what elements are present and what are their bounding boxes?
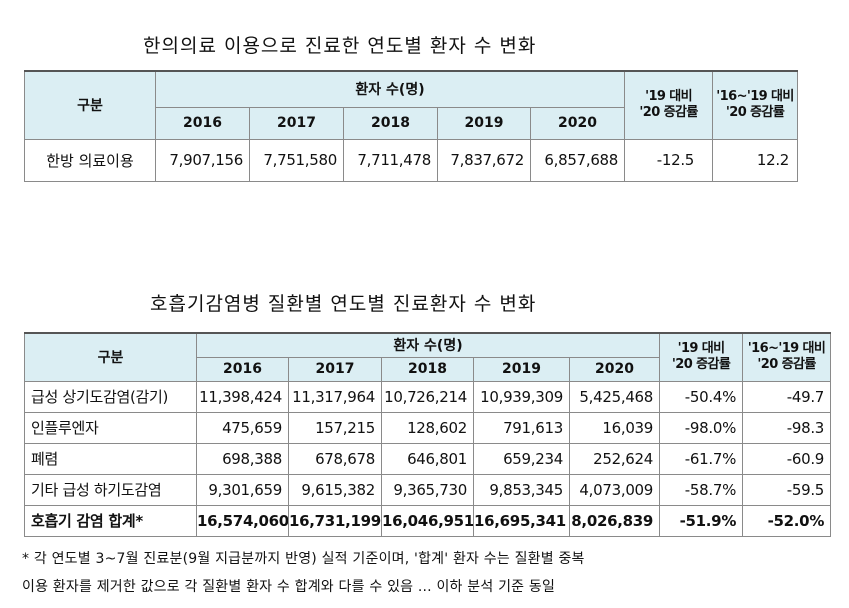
cell-value: 11,317,964 — [288, 380, 382, 413]
cell-value: 698,388 — [196, 442, 289, 475]
header-year: 2018 — [343, 106, 438, 140]
header-year: 2020 — [568, 356, 661, 382]
header-rate1-line2: '20 증감률 — [671, 357, 731, 373]
total-value: 16,731,199 — [288, 504, 382, 537]
header-year: 2017 — [249, 106, 344, 140]
header-year: 2016 — [155, 106, 250, 140]
header-year: 2018 — [381, 356, 474, 382]
table2: 구분 환자 수(명) '19 대비 '20 증감률 '16~'19 대비 '20… — [24, 332, 832, 537]
header-rate1-line2: '20 증감률 — [639, 105, 698, 121]
cell-rate1: -58.7% — [659, 473, 744, 506]
table-row: 기타 급성 하기도감염 9,301,659 9,615,382 9,365,73… — [24, 473, 832, 506]
cell-rate2: -59.5 — [742, 473, 832, 506]
header-rate1: '19 대비 '20 증감률 — [659, 332, 744, 382]
total-value: 16,695,341 — [473, 504, 570, 537]
header-rate2: '16~'19 대비 '20 증감률 — [712, 70, 799, 140]
total-value: 16,046,951 — [381, 504, 474, 537]
total-label: 호흡기 감염 합계* — [24, 504, 197, 537]
cell-value: 6,857,688 — [529, 138, 626, 182]
cell-value: 646,801 — [381, 442, 474, 475]
cell-value: 5,425,468 — [568, 380, 661, 413]
cell-value: 9,365,730 — [381, 473, 474, 506]
footnote-line2: 이용 환자를 제거한 값으로 각 질환별 환자 수 합계와 다를 수 있음 ..… — [22, 579, 556, 595]
cell-value: 7,907,156 — [155, 138, 250, 182]
header-year: 2019 — [473, 356, 570, 382]
header-rate2: '16~'19 대비 '20 증감률 — [742, 332, 832, 382]
cell-value: 4,073,009 — [568, 473, 661, 506]
header-patients: 환자 수(명) — [195, 332, 661, 358]
table1: 구분 환자 수(명) '19 대비 '20 증감률 '16~'19 대비 '20… — [24, 70, 799, 182]
total-value: 16,574,060 — [196, 504, 289, 537]
header-group: 구분 — [24, 70, 156, 140]
header-year: 2020 — [529, 106, 626, 140]
cell-rate1: -98.0% — [659, 411, 744, 444]
header-rate2-line2: '20 증감률 — [725, 105, 785, 121]
table-row: 폐렴 698,388 678,678 646,801 659,234 252,6… — [24, 442, 832, 475]
cell-rate2: -98.3 — [742, 411, 832, 444]
header-rate1-line1: '19 대비 — [645, 89, 693, 105]
header-rate2-line2: '20 증감률 — [757, 357, 816, 373]
table2-title: 호흡기감염병 질환별 연도별 진료환자 수 변화 — [150, 293, 537, 315]
cell-value: 678,678 — [288, 442, 382, 475]
cell-value: 157,215 — [288, 411, 382, 444]
header-year: 2019 — [437, 106, 531, 140]
cell-value: 10,726,214 — [381, 380, 474, 413]
cell-value: 9,853,345 — [473, 473, 570, 506]
header-rate1-line1: '19 대비 — [677, 341, 726, 357]
cell-value: 16,039 — [568, 411, 661, 444]
cell-value: 9,615,382 — [288, 473, 382, 506]
cell-rate2: -49.7 — [742, 380, 832, 413]
header-rate1: '19 대비 '20 증감률 — [624, 70, 714, 140]
cell-value: 252,624 — [568, 442, 661, 475]
table-total-row: 호흡기 감염 합계* 16,574,060 16,731,199 16,046,… — [24, 504, 832, 537]
header-rate2-line1: '16~'19 대비 — [747, 341, 826, 357]
cell-value: 128,602 — [381, 411, 474, 444]
header-patients: 환자 수(명) — [154, 70, 626, 108]
cell-value: 791,613 — [473, 411, 570, 444]
cell-rate1: -61.7% — [659, 442, 744, 475]
cell-rate1: -12.5 — [624, 138, 714, 182]
cell-value: 9,301,659 — [196, 473, 289, 506]
cell-value: 475,659 — [196, 411, 289, 444]
row-label: 급성 상기도감염(감기) — [24, 380, 197, 413]
cell-value: 7,711,478 — [343, 138, 438, 182]
footnote-line1: * 각 연도별 3~7월 진료분(9월 지급분까지 반영) 실적 기준이며, '… — [22, 551, 585, 567]
cell-value: 11,398,424 — [196, 380, 289, 413]
row-label: 인플루엔자 — [24, 411, 197, 444]
table-row: 한방 의료이용 7,907,156 7,751,580 7,711,478 7,… — [24, 138, 799, 182]
cell-rate2: -60.9 — [742, 442, 832, 475]
total-rate1: -51.9% — [659, 504, 744, 537]
row-label: 기타 급성 하기도감염 — [24, 473, 197, 506]
total-rate2: -52.0% — [742, 504, 832, 537]
table1-title: 한의의료 이용으로 진료한 연도별 환자 수 변화 — [143, 35, 537, 57]
header-group: 구분 — [24, 332, 197, 382]
cell-value: 7,837,672 — [437, 138, 531, 182]
table-row: 인플루엔자 475,659 157,215 128,602 791,613 16… — [24, 411, 832, 444]
row-label: 한방 의료이용 — [24, 138, 156, 182]
cell-value: 10,939,309 — [473, 380, 570, 413]
header-year: 2016 — [196, 356, 289, 382]
total-value: 8,026,839 — [568, 504, 661, 537]
table-row: 급성 상기도감염(감기) 11,398,424 11,317,964 10,72… — [24, 380, 832, 413]
cell-rate2: 12.2 — [712, 138, 799, 182]
header-year: 2017 — [288, 356, 382, 382]
cell-rate1: -50.4% — [659, 380, 744, 413]
cell-value: 659,234 — [473, 442, 570, 475]
row-label: 폐렴 — [24, 442, 197, 475]
header-rate2-line1: '16~'19 대비 — [716, 89, 794, 105]
cell-value: 7,751,580 — [249, 138, 344, 182]
